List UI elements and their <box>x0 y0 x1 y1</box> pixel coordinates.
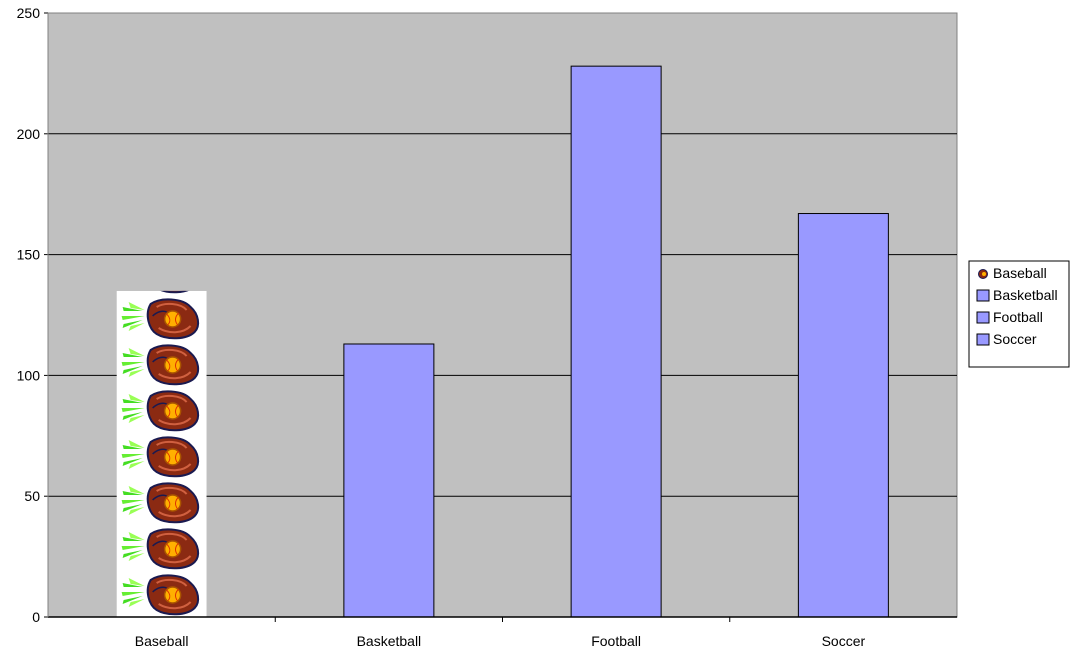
legend-marker-baseball-icon <box>978 269 988 279</box>
bar-baseball-pictograph <box>116 290 207 617</box>
y-tick-label: 250 <box>17 5 41 21</box>
legend-marker <box>976 289 990 302</box>
legend-item-label: Basketball <box>993 287 1058 303</box>
x-tick-label: Football <box>591 633 641 649</box>
bar-basketball <box>343 343 435 618</box>
y-tick-label: 0 <box>32 609 40 625</box>
legend-item-label: Football <box>993 309 1043 325</box>
legend-item-label: Baseball <box>993 265 1047 281</box>
axes <box>44 12 957 622</box>
legend-marker <box>976 333 990 346</box>
y-tick-label: 200 <box>17 126 41 142</box>
bars <box>116 65 889 618</box>
x-tick-label: Soccer <box>822 633 866 649</box>
y-tick-label: 150 <box>17 247 41 263</box>
legend-marker <box>976 311 990 324</box>
x-tick-label: Basketball <box>357 633 422 649</box>
x-tick-label: Baseball <box>135 633 189 649</box>
tick-labels: 0 50 100 150 200 250 Baseball Basketball Footbal… <box>17 5 866 649</box>
legend: Baseball Basketball Football Soccer <box>968 260 1070 368</box>
bar-football <box>570 65 662 618</box>
y-tick-label: 50 <box>24 488 40 504</box>
bar-soccer <box>797 213 889 618</box>
y-tick-label: 100 <box>17 367 41 383</box>
legend-item-label: Soccer <box>993 331 1037 347</box>
